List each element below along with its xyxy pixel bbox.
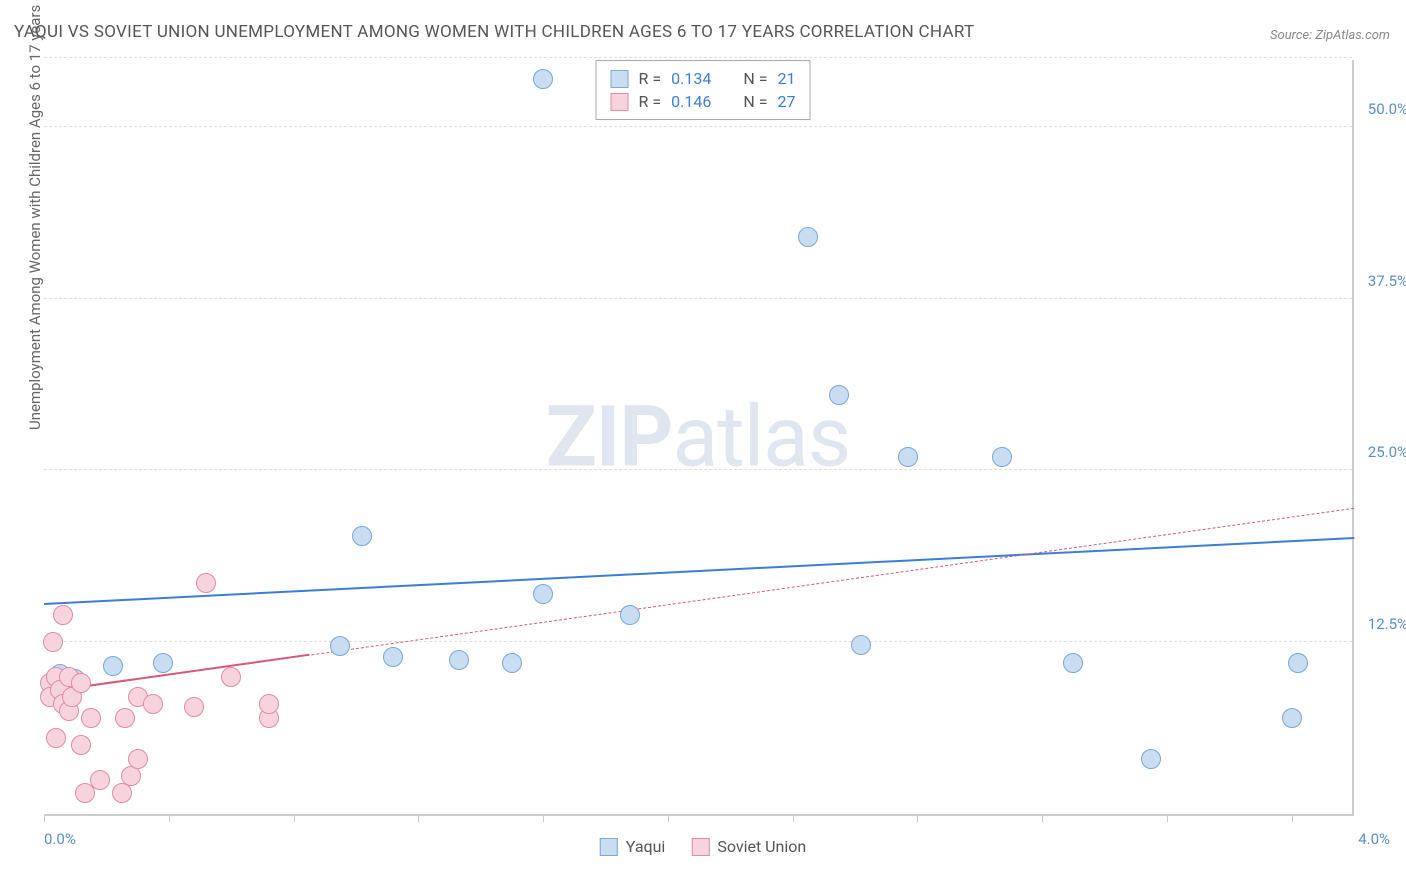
x-tick xyxy=(793,814,794,822)
x-tick xyxy=(169,814,170,822)
watermark: ZIPatlas xyxy=(546,388,850,487)
data-point xyxy=(153,653,173,673)
x-tick-label: 0.0% xyxy=(44,830,76,848)
data-point xyxy=(43,632,63,652)
scatter-chart: ZIPatlas 12.5%25.0%37.5%50.0% xyxy=(44,60,1354,816)
n-label: N = xyxy=(743,92,767,111)
data-point xyxy=(383,647,403,667)
grid-line xyxy=(44,298,1352,299)
correlation-legend: R = 0.134 N = 21 R = 0.146 N = 27 xyxy=(596,60,811,120)
y-axis-label: Unemployment Among Women with Children A… xyxy=(26,5,44,430)
legend-row: R = 0.146 N = 27 xyxy=(611,90,796,113)
grid-line xyxy=(44,126,1352,127)
data-point xyxy=(1063,653,1083,673)
r-value[interactable]: 0.134 xyxy=(671,69,711,88)
data-point xyxy=(1141,749,1161,769)
data-point xyxy=(115,708,135,728)
x-tick xyxy=(44,814,45,822)
data-point xyxy=(1282,708,1302,728)
data-point xyxy=(184,697,204,717)
n-value[interactable]: 27 xyxy=(777,92,795,111)
data-point xyxy=(259,694,279,714)
series-legend: Yaqui Soviet Union xyxy=(600,837,806,856)
x-tick xyxy=(917,814,918,822)
x-tick-label: 4.0% xyxy=(1358,830,1390,848)
n-value[interactable]: 21 xyxy=(777,69,795,88)
data-point xyxy=(103,656,123,676)
legend-item: Soviet Union xyxy=(691,837,806,856)
grid-line xyxy=(44,469,1352,470)
y-tick-label: 25.0% xyxy=(1368,443,1406,461)
data-point xyxy=(53,605,73,625)
data-point xyxy=(128,749,148,769)
data-point xyxy=(1288,653,1308,673)
legend-label: Yaqui xyxy=(626,837,666,856)
data-point xyxy=(620,605,640,625)
x-tick xyxy=(1167,814,1168,822)
data-point xyxy=(46,728,66,748)
data-point xyxy=(533,69,553,89)
data-point xyxy=(992,447,1012,467)
data-point xyxy=(81,708,101,728)
legend-swatch xyxy=(611,70,629,88)
x-tick xyxy=(418,814,419,822)
data-point xyxy=(221,667,241,687)
data-point xyxy=(330,636,350,656)
data-point xyxy=(352,526,372,546)
legend-label: Soviet Union xyxy=(717,837,806,856)
grid-line xyxy=(44,641,1352,642)
source-label: Source: ZipAtlas.com xyxy=(1270,28,1390,43)
data-point xyxy=(798,227,818,247)
r-value[interactable]: 0.146 xyxy=(671,92,711,111)
chart-title: YAQUI VS SOVIET UNION UNEMPLOYMENT AMONG… xyxy=(14,22,974,42)
r-label: R = xyxy=(639,92,662,111)
y-tick-label: 50.0% xyxy=(1368,100,1406,118)
legend-row: R = 0.134 N = 21 xyxy=(611,67,796,90)
data-point xyxy=(71,673,91,693)
data-point xyxy=(112,783,132,803)
y-tick-label: 12.5% xyxy=(1368,615,1406,633)
data-point xyxy=(533,584,553,604)
data-point xyxy=(90,770,110,790)
x-tick xyxy=(1042,814,1043,822)
x-tick xyxy=(294,814,295,822)
legend-swatch xyxy=(600,838,618,856)
r-label: R = xyxy=(639,69,662,88)
data-point xyxy=(75,783,95,803)
data-point xyxy=(829,385,849,405)
legend-item: Yaqui xyxy=(600,837,666,856)
data-point xyxy=(449,650,469,670)
x-tick xyxy=(1292,814,1293,822)
n-label: N = xyxy=(743,69,767,88)
legend-swatch xyxy=(611,93,629,111)
data-point xyxy=(502,653,522,673)
legend-swatch xyxy=(691,838,709,856)
grid-line xyxy=(44,57,1352,58)
data-point xyxy=(196,573,216,593)
x-tick xyxy=(668,814,669,822)
trend-line xyxy=(44,537,1354,605)
data-point xyxy=(898,447,918,467)
data-point xyxy=(71,735,91,755)
x-tick xyxy=(543,814,544,822)
y-tick-label: 37.5% xyxy=(1368,272,1406,290)
data-point xyxy=(143,694,163,714)
data-point xyxy=(851,635,871,655)
